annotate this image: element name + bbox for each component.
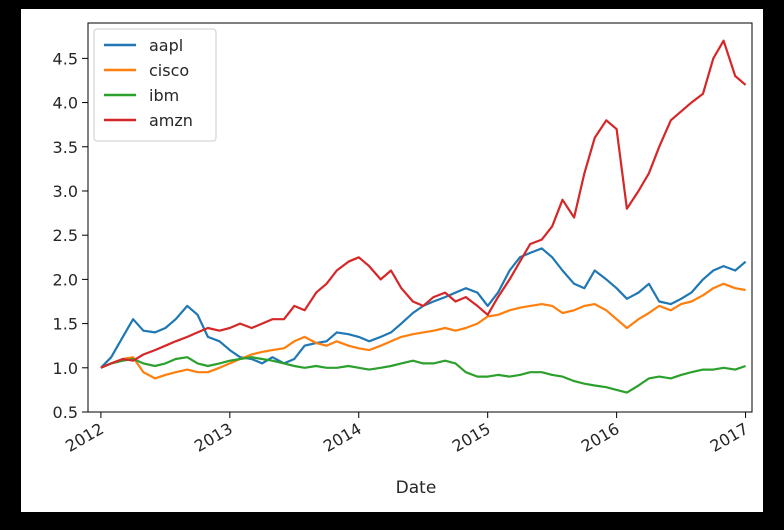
x-tick-label: 2012 — [62, 419, 107, 456]
line-chart: 0.5 1.0 1.5 2.0 2.5 3.0 3.5 4.0 4.5 2012 2013 2014… — [53, 22, 753, 498]
plot-frame — [87, 22, 753, 413]
x-axis-label: Date — [396, 478, 437, 498]
series-layer — [100, 39, 747, 394]
y-tick-label: 4.0 — [53, 94, 78, 113]
y-tick-label: 2.0 — [53, 270, 78, 289]
legend-box — [93, 28, 217, 142]
x-tick-label: 2013 — [191, 419, 236, 456]
y-axis: 0.5 1.0 1.5 2.0 2.5 3.0 3.5 4.0 4.5 — [53, 49, 88, 422]
series-line-cisco — [100, 282, 746, 380]
chart-figure: 0.5 1.0 1.5 2.0 2.5 3.0 3.5 4.0 4.5 2012 2013 2014… — [21, 9, 763, 512]
x-tick-label: 2016 — [578, 419, 623, 456]
y-tick-label: 0.5 — [53, 403, 78, 422]
series-line-ibm — [100, 356, 746, 394]
y-tick-label: 3.5 — [53, 138, 78, 157]
y-tick-label: 3.0 — [53, 182, 78, 201]
legend: aapl cisco ibm amzn — [93, 28, 217, 142]
legend-label-aapl: aapl — [149, 36, 183, 55]
y-tick-label: 1.5 — [53, 315, 78, 334]
y-tick-label: 1.0 — [53, 359, 78, 378]
x-axis: 2012 2013 2014 2015 2016 2017 — [62, 412, 752, 456]
x-tick-label: 2017 — [707, 419, 752, 456]
legend-label-ibm: ibm — [149, 86, 179, 105]
legend-label-cisco: cisco — [149, 61, 189, 80]
y-tick-label: 2.5 — [53, 226, 78, 245]
x-tick-label: 2015 — [449, 419, 494, 456]
y-tick-label: 4.5 — [53, 49, 78, 68]
x-tick-label: 2014 — [320, 419, 365, 456]
series-line-amzn — [100, 39, 747, 369]
legend-label-amzn: amzn — [149, 111, 193, 130]
